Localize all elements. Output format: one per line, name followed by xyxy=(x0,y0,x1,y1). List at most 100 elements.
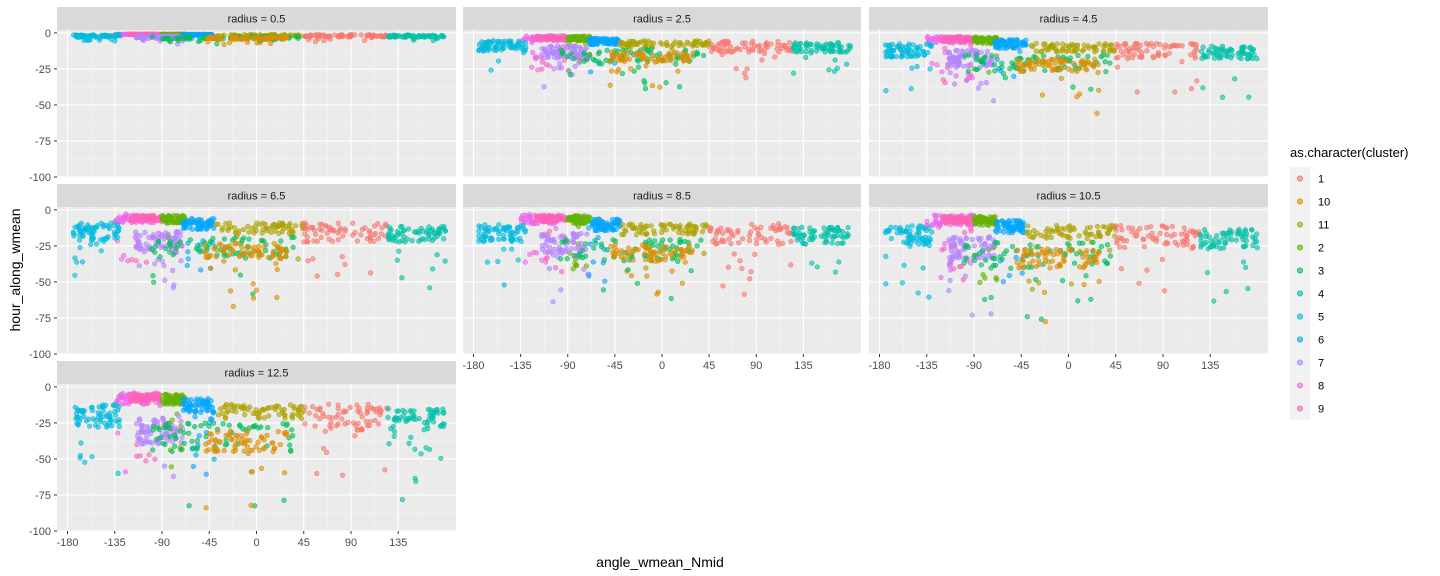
data-point xyxy=(136,217,142,223)
data-point xyxy=(286,226,292,232)
data-point xyxy=(994,229,1000,235)
data-point xyxy=(1076,264,1083,270)
data-point xyxy=(963,77,970,84)
data-point xyxy=(576,34,582,41)
data-point xyxy=(170,252,176,258)
data-point xyxy=(847,43,853,49)
data-point xyxy=(983,80,989,86)
data-point xyxy=(566,34,572,40)
data-point xyxy=(575,213,582,219)
data-point xyxy=(1211,298,1217,304)
data-point xyxy=(1187,228,1194,234)
data-point xyxy=(213,254,219,260)
data-point xyxy=(157,254,163,260)
data-point xyxy=(1006,272,1013,279)
data-point xyxy=(901,262,907,268)
data-point xyxy=(746,237,753,244)
data-point xyxy=(649,83,656,89)
data-point xyxy=(845,224,851,231)
data-point xyxy=(1136,280,1142,286)
data-point xyxy=(438,224,444,230)
data-point xyxy=(888,235,894,242)
data-point xyxy=(303,33,309,40)
data-point xyxy=(843,49,849,55)
data-point xyxy=(598,61,605,67)
data-point xyxy=(1162,45,1168,51)
data-point xyxy=(366,32,373,38)
data-point xyxy=(70,229,76,235)
data-point xyxy=(1150,44,1157,50)
data-point xyxy=(1233,237,1240,243)
data-point xyxy=(260,226,266,232)
data-point xyxy=(175,38,181,44)
data-point xyxy=(326,34,332,40)
data-point xyxy=(659,229,665,235)
data-point xyxy=(543,61,550,68)
data-point xyxy=(116,394,122,400)
data-point xyxy=(641,225,648,232)
data-point xyxy=(1096,249,1102,255)
data-point xyxy=(1068,246,1075,253)
data-point xyxy=(973,66,979,73)
data-point xyxy=(441,236,447,242)
data-point xyxy=(121,213,127,220)
data-point xyxy=(1223,288,1229,295)
data-point xyxy=(844,231,850,237)
data-point xyxy=(563,248,569,254)
data-point xyxy=(1007,228,1013,234)
data-point xyxy=(583,241,589,247)
data-point xyxy=(578,231,584,237)
data-point xyxy=(617,52,623,58)
data-point xyxy=(1214,233,1220,239)
data-point xyxy=(175,217,182,223)
data-point xyxy=(246,229,252,235)
data-point xyxy=(604,247,610,253)
data-point xyxy=(1020,68,1026,74)
data-point xyxy=(387,228,393,234)
data-point xyxy=(335,230,341,236)
data-point xyxy=(1198,48,1205,55)
data-point xyxy=(277,35,283,41)
data-point xyxy=(952,253,958,259)
data-point xyxy=(728,241,734,247)
data-point xyxy=(1118,266,1125,272)
data-point xyxy=(387,34,393,40)
data-point xyxy=(578,240,584,246)
data-point xyxy=(1022,246,1028,252)
data-point xyxy=(1016,223,1022,229)
facet-strip-label: radius = 4.5 xyxy=(1040,14,1098,26)
data-point xyxy=(108,36,114,42)
data-point xyxy=(196,221,202,227)
data-point xyxy=(1033,276,1039,283)
data-point xyxy=(664,244,670,251)
data-point xyxy=(77,244,83,251)
data-point xyxy=(630,257,636,263)
data-point xyxy=(1060,251,1066,257)
data-point xyxy=(963,235,970,241)
data-point xyxy=(543,50,549,56)
data-point xyxy=(1024,314,1030,320)
data-point xyxy=(273,35,279,41)
data-point xyxy=(251,244,257,250)
data-point xyxy=(481,48,487,54)
data-point xyxy=(826,67,832,73)
data-point xyxy=(710,238,716,244)
data-point xyxy=(1245,285,1251,292)
data-point xyxy=(429,226,435,232)
data-point xyxy=(718,225,724,231)
data-point xyxy=(952,234,959,240)
data-point xyxy=(1088,296,1094,302)
data-point xyxy=(658,246,664,252)
data-point xyxy=(784,225,790,231)
data-point xyxy=(678,239,684,245)
data-point xyxy=(679,280,685,286)
x-tick-label: -135 xyxy=(104,537,126,549)
data-point xyxy=(223,220,229,227)
data-point xyxy=(737,46,743,53)
data-point xyxy=(163,246,169,252)
data-point xyxy=(591,245,597,251)
data-point xyxy=(1148,224,1154,230)
data-point xyxy=(1096,229,1102,236)
data-point xyxy=(491,47,497,53)
data-point xyxy=(961,63,967,69)
